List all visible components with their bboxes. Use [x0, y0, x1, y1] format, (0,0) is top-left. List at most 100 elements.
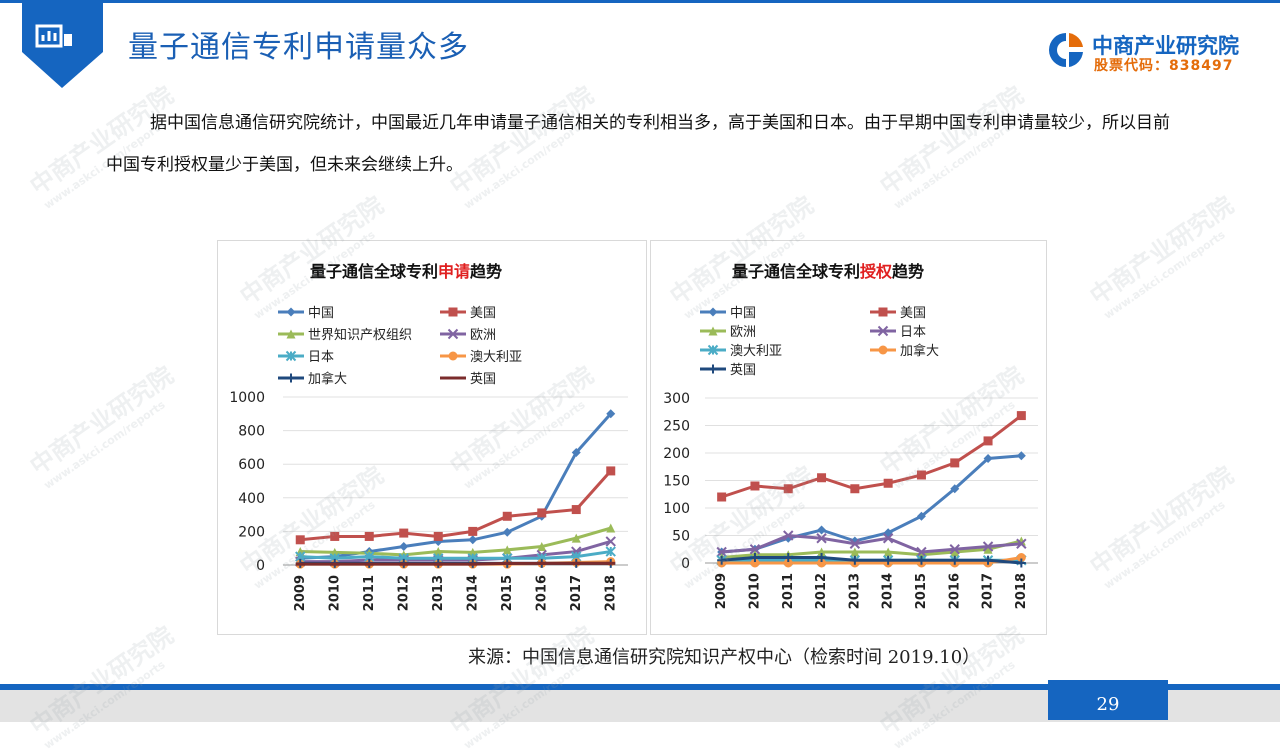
chart1-data-point — [783, 530, 794, 541]
chart0-ytick-label: 0 — [256, 558, 265, 574]
chart0-legend-label: 英国 — [470, 372, 496, 387]
chart0-data-point — [468, 526, 478, 536]
chart0-data-point — [502, 527, 512, 537]
chart0-data-point — [433, 531, 443, 541]
chart0-data-point — [605, 546, 616, 557]
chart1-data-point — [816, 533, 827, 544]
chart0-data-point — [571, 505, 581, 515]
chart1-xtick-label: 2012 — [814, 573, 829, 609]
chart1-data-point — [916, 470, 926, 480]
chart0-data-point — [399, 542, 409, 552]
chart1-data-point — [1016, 451, 1026, 461]
chart0-data-point — [606, 409, 616, 419]
chart1-data-point — [916, 511, 926, 521]
body-paragraph: 据中国信息通信研究院统计，中国最近几年申请量子通信相关的专利相当多，高于美国和日… — [106, 113, 1170, 175]
chart1-data-point — [817, 473, 827, 483]
brand-name: 中商产业研究院 — [1092, 34, 1239, 58]
chart0-series-line — [300, 526, 612, 557]
chart1-xtick-label: 2017 — [981, 573, 996, 609]
chart0-series-line — [300, 550, 611, 560]
chart1-data-point — [983, 555, 993, 565]
chart0-data-point — [364, 531, 374, 541]
chart1-legend-label: 日本 — [900, 325, 926, 340]
chart0-xtick-label: 2014 — [465, 575, 480, 611]
chart0-data-point — [502, 511, 512, 521]
chart1-data-point — [750, 553, 760, 562]
chart0-legend-marker — [285, 350, 297, 362]
chart1-xtick-label: 2015 — [914, 573, 929, 609]
chart0-data-point — [399, 528, 409, 538]
chart0-legend-label: 中国 — [308, 306, 334, 321]
chart1-xtick-label: 2013 — [847, 573, 862, 609]
chart1-ytick-label: 150 — [663, 474, 690, 490]
chart-panel-applications — [217, 240, 647, 635]
chart0-xtick-label: 2016 — [534, 575, 549, 611]
chart1-xtick-label: 2010 — [747, 573, 762, 609]
chart0-data-point — [571, 533, 581, 543]
chart1-data-point — [817, 547, 827, 557]
chart1-data-point — [916, 555, 926, 565]
chart1-ytick-label: 300 — [663, 391, 690, 407]
chart1-data-point — [949, 544, 960, 555]
chart1-data-point — [950, 555, 960, 565]
chart0-data-point — [502, 545, 512, 555]
chart1-data-point — [750, 558, 760, 568]
chart1-data-point — [1016, 558, 1026, 568]
corner-badge — [22, 0, 103, 88]
chart1-data-point — [749, 544, 761, 555]
chart1-data-point — [983, 454, 993, 463]
chart1-data-point — [1016, 411, 1026, 421]
chart0-ytick-label: 600 — [238, 457, 265, 473]
chart0-legend-label: 澳大利亚 — [470, 349, 522, 365]
chart0-data-point — [537, 542, 547, 552]
chart1-data-point — [750, 481, 760, 491]
chart1-data-point — [850, 555, 860, 565]
chart0-legend-label: 加拿大 — [308, 371, 347, 387]
footer-bar — [0, 684, 1280, 690]
chart1-data-point — [817, 553, 827, 562]
chart0-series-line — [300, 561, 611, 566]
chart0-legend-marker — [447, 328, 459, 340]
chart1-xtick-label: 2016 — [947, 573, 962, 609]
page-number: 29 — [1048, 680, 1168, 720]
chart1-data-point — [950, 547, 960, 557]
chart1-data-point — [1016, 553, 1026, 562]
chart1-data-point — [817, 558, 827, 568]
chart0-xtick-label: 2015 — [500, 575, 515, 611]
chart1-series-line — [721, 556, 1022, 565]
chart1-ytick-label: 100 — [663, 501, 690, 517]
chart0-legend-label: 美国 — [470, 306, 496, 321]
chart0-ytick-label: 200 — [238, 524, 265, 540]
chart0-xtick-label: 2009 — [293, 575, 308, 611]
chart1-data-point — [983, 436, 993, 446]
chart1-data-point — [850, 547, 860, 557]
page-title: 量子通信专利申请量众多 — [128, 30, 469, 65]
chart1-data-point — [916, 546, 927, 558]
chart1-legend-label: 欧洲 — [730, 325, 756, 340]
chart1-ytick-label: 0 — [681, 556, 690, 572]
chart1-xtick-label: 2014 — [881, 573, 896, 609]
chart1-legend-label: 中国 — [730, 306, 756, 321]
chart0-ytick-label: 400 — [238, 491, 265, 507]
chart1-data-point — [1016, 538, 1027, 549]
chart1-data-point — [982, 541, 994, 552]
chart0-data-point — [606, 466, 616, 476]
chart1-legend-label: 美国 — [900, 306, 926, 321]
stock-code: 股票代码：838497 — [1094, 58, 1234, 74]
chart1-series-line — [721, 533, 1022, 554]
chart0-xtick-label: 2017 — [569, 575, 584, 611]
chart1-data-point — [849, 538, 861, 549]
chart1-ytick-label: 200 — [663, 446, 690, 462]
chart1-data-point — [882, 533, 894, 544]
chart1-data-point — [717, 492, 727, 502]
chart0-legend-label: 世界知识产权组织 — [308, 327, 412, 343]
chart1-ytick-label: 250 — [663, 419, 690, 435]
chart0-series-line — [300, 540, 612, 564]
chart0-xtick-label: 2012 — [396, 575, 411, 611]
chart0-data-point — [571, 447, 581, 457]
chart1-data-point — [883, 547, 893, 557]
chart0-legend-label: 日本 — [308, 350, 334, 365]
chart0-xtick-label: 2010 — [327, 575, 342, 611]
chart0-data-point — [295, 535, 305, 545]
